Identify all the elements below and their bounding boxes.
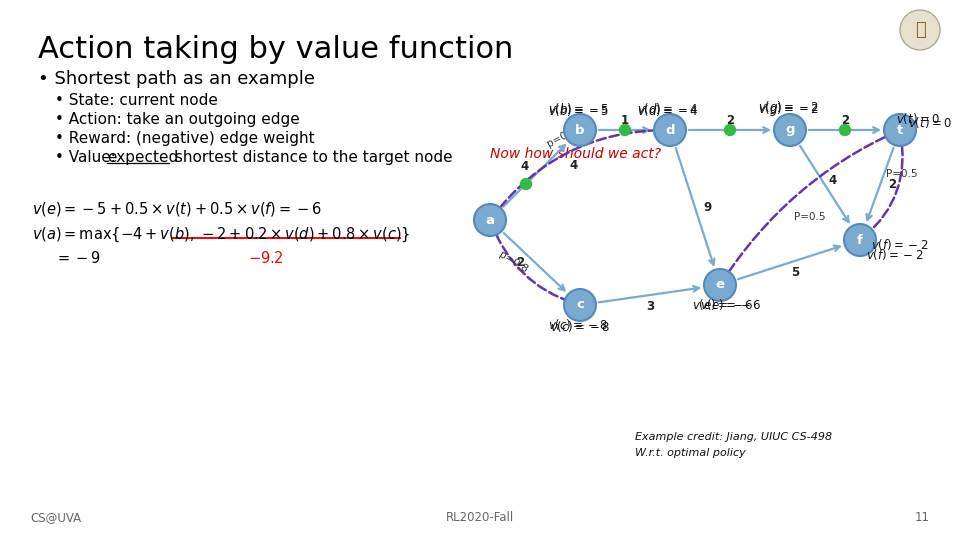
Text: $v(g) = -2$: $v(g) = -2$ [757, 99, 819, 117]
Circle shape [900, 10, 940, 50]
Circle shape [520, 179, 532, 190]
Text: f: f [857, 233, 863, 246]
Text: W.r.t. optimal policy: W.r.t. optimal policy [635, 448, 746, 458]
Text: 4: 4 [828, 173, 837, 186]
FancyArrowPatch shape [688, 127, 769, 133]
Text: 4: 4 [521, 160, 529, 173]
FancyArrowPatch shape [676, 148, 714, 265]
FancyArrowPatch shape [738, 246, 840, 279]
Text: • Reward: (negative) edge weight: • Reward: (negative) edge weight [55, 131, 315, 146]
Text: e: e [715, 279, 725, 292]
Text: c: c [576, 299, 584, 312]
Text: $v(e) = -5 + 0.5 \times v(t) + 0.5 \times v(f) = -6$: $v(e) = -5 + 0.5 \times v(t) + 0.5 \time… [32, 200, 322, 218]
FancyArrowPatch shape [491, 222, 575, 304]
Text: P=0.5: P=0.5 [794, 212, 826, 221]
Text: 3: 3 [646, 300, 654, 314]
Text: p=0.8: p=0.8 [497, 249, 529, 274]
Text: Example credit: Jiang, UIUC CS-498: Example credit: Jiang, UIUC CS-498 [635, 432, 832, 442]
Text: $v(b) = -5$: $v(b) = -5$ [547, 103, 609, 118]
Text: 5: 5 [791, 266, 799, 279]
FancyArrowPatch shape [864, 133, 902, 237]
Circle shape [704, 269, 736, 301]
Text: g: g [785, 124, 795, 137]
Text: $v(f) = -2$: $v(f) = -2$ [866, 247, 924, 262]
Circle shape [844, 224, 876, 256]
Text: Now how should we act?: Now how should we act? [490, 147, 661, 161]
FancyArrowPatch shape [599, 127, 649, 133]
Text: $v(e) = -6$: $v(e) = -6$ [700, 296, 760, 312]
Text: shortest distance to the target node: shortest distance to the target node [170, 150, 452, 165]
Text: Action taking by value function: Action taking by value function [38, 35, 514, 64]
Text: $v(d) = -4$: $v(d) = -4$ [637, 100, 699, 116]
Text: $-9.2$: $-9.2$ [248, 250, 283, 266]
Text: a: a [486, 213, 494, 226]
Circle shape [564, 114, 596, 146]
FancyArrowPatch shape [503, 145, 565, 207]
Text: $v(f) = -2$: $v(f) = -2$ [872, 238, 928, 253]
Circle shape [725, 125, 735, 136]
Text: $v(a) = \mathrm{max}\{-4 + v(b),\, -2 + 0.2 \times v(d) + 0.8 \times v(c)\}$: $v(a) = \mathrm{max}\{-4 + v(b),\, -2 + … [32, 226, 410, 245]
Text: t: t [897, 124, 903, 137]
Text: P=0.5: P=0.5 [886, 169, 918, 179]
Circle shape [564, 289, 596, 321]
FancyArrowPatch shape [808, 127, 878, 133]
FancyArrowPatch shape [492, 127, 664, 218]
FancyArrowPatch shape [599, 286, 699, 302]
Text: • Action: take an outgoing edge: • Action: take an outgoing edge [55, 112, 300, 127]
Text: $v(e) = -6$: $v(e) = -6$ [691, 298, 753, 313]
FancyArrowPatch shape [504, 233, 564, 291]
Text: expected: expected [107, 150, 179, 165]
Text: • State: current node: • State: current node [55, 93, 218, 108]
Text: 2: 2 [516, 256, 524, 269]
Circle shape [654, 114, 686, 146]
Text: $v(t) = 0$: $v(t) = 0$ [908, 114, 952, 130]
Text: $v(c) = -8$: $v(c) = -8$ [548, 318, 608, 333]
Text: $v(c) = -8$: $v(c) = -8$ [550, 319, 610, 334]
Circle shape [619, 125, 631, 136]
Circle shape [884, 114, 916, 146]
Circle shape [839, 125, 851, 136]
Text: $v(b) = -5$: $v(b) = -5$ [547, 100, 609, 116]
Text: 2: 2 [888, 179, 896, 192]
Text: • Shortest path as an example: • Shortest path as an example [38, 70, 315, 88]
Text: 4: 4 [570, 159, 578, 172]
FancyArrowPatch shape [800, 146, 849, 222]
Text: CS@UVA: CS@UVA [30, 511, 82, 524]
Text: • Value:: • Value: [55, 150, 121, 165]
Text: $v(d) = -4$: $v(d) = -4$ [637, 103, 699, 118]
Circle shape [474, 204, 506, 236]
Text: $= -9$: $= -9$ [55, 250, 101, 266]
FancyArrowPatch shape [722, 132, 895, 282]
FancyArrowPatch shape [867, 147, 894, 220]
Text: d: d [665, 124, 675, 137]
Text: $v(t) = 0$: $v(t) = 0$ [896, 111, 940, 125]
Text: ⛪: ⛪ [915, 21, 925, 39]
Text: 2: 2 [841, 113, 849, 126]
Circle shape [774, 114, 806, 146]
Text: $v(g) = -2$: $v(g) = -2$ [757, 102, 819, 118]
Text: RL2020-Fall: RL2020-Fall [445, 511, 515, 524]
Text: p=0.2: p=0.2 [545, 125, 579, 149]
Text: 1: 1 [621, 113, 629, 126]
Text: 2: 2 [726, 113, 734, 126]
Text: b: b [575, 124, 585, 137]
Text: 11: 11 [915, 511, 930, 524]
Text: 9: 9 [703, 201, 711, 214]
